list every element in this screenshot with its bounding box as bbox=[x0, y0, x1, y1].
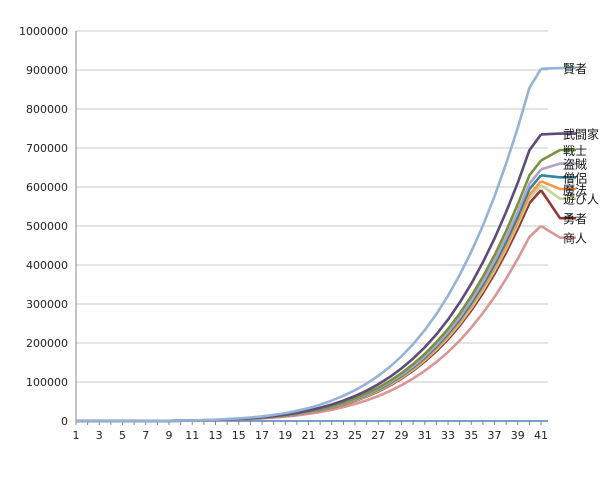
x-tick-label: 41 bbox=[534, 429, 548, 442]
series-leader-line bbox=[540, 184, 576, 200]
series-label: 勇者 bbox=[563, 212, 587, 226]
series-lines bbox=[76, 66, 576, 423]
y-tick-label: 100000 bbox=[26, 376, 68, 389]
x-tick-label: 27 bbox=[371, 429, 385, 442]
x-tick-label: 9 bbox=[166, 429, 173, 442]
x-tick-label: 21 bbox=[302, 429, 316, 442]
series-label: 僧侶 bbox=[563, 171, 587, 185]
x-tick-label: 29 bbox=[395, 429, 409, 442]
x-tick-label: 15 bbox=[232, 429, 246, 442]
series-label: 商人 bbox=[563, 231, 587, 246]
y-tick-label: 1000000 bbox=[19, 25, 68, 38]
series-leader-line bbox=[540, 179, 576, 191]
series-line bbox=[76, 133, 543, 423]
series-label: 盗賊 bbox=[563, 157, 587, 172]
x-tick-label: 31 bbox=[418, 429, 432, 442]
series-line bbox=[76, 68, 543, 423]
series-label: 武闘家 bbox=[563, 127, 599, 142]
series-leader-line bbox=[540, 224, 576, 239]
series-leader-line bbox=[540, 66, 576, 71]
x-tick-label: 37 bbox=[488, 429, 502, 442]
x-tick-label: 23 bbox=[325, 429, 339, 442]
y-tick-label: 0 bbox=[61, 415, 68, 428]
series-leader-line bbox=[540, 174, 576, 179]
y-tick-label: 300000 bbox=[26, 298, 68, 311]
y-tick-label: 800000 bbox=[26, 103, 68, 116]
x-tick-label: 19 bbox=[278, 429, 292, 442]
series-line bbox=[76, 225, 542, 423]
series-label: 魔法 bbox=[563, 182, 587, 197]
y-tick-label: 700000 bbox=[26, 142, 68, 155]
axes bbox=[75, 31, 548, 425]
y-tick-label: 600000 bbox=[26, 181, 68, 194]
x-tick-label: 17 bbox=[255, 429, 269, 442]
series-leader-line bbox=[540, 162, 576, 171]
gridlines bbox=[76, 30, 548, 383]
series-label: 遊び人 bbox=[563, 192, 599, 207]
x-tick-label: 1 bbox=[73, 429, 80, 442]
x-tick-label: 3 bbox=[96, 429, 103, 442]
x-tick-label: 11 bbox=[185, 429, 199, 442]
y-tick-label: 400000 bbox=[26, 259, 68, 272]
x-tick-label: 13 bbox=[209, 429, 223, 442]
series-leader-line bbox=[539, 189, 576, 220]
y-tick-labels: 0 100000 200000 300000 400000 500000 600000 700… bbox=[19, 25, 68, 428]
x-tick-label: 25 bbox=[348, 429, 362, 442]
series-leader-line bbox=[540, 132, 576, 136]
x-tick-label: 33 bbox=[441, 429, 455, 442]
series-label: 戦士 bbox=[563, 144, 587, 158]
y-tick-label: 200000 bbox=[26, 337, 68, 350]
y-tick-label: 900000 bbox=[26, 64, 68, 77]
x-tick-label: 7 bbox=[142, 429, 149, 442]
x-tick-label: 35 bbox=[464, 429, 478, 442]
x-tick-label: 5 bbox=[119, 429, 126, 442]
x-tick-label: 39 bbox=[511, 429, 525, 442]
y-tick-label: 500000 bbox=[26, 220, 68, 233]
x-tick-labels: 1 3 5 7 9 11 13 15 17 19 21 23 25 27 29 31 33 35 37 39 41 bbox=[73, 429, 549, 442]
series-label: 賢者 bbox=[563, 62, 587, 76]
series-leader-line bbox=[540, 148, 576, 162]
